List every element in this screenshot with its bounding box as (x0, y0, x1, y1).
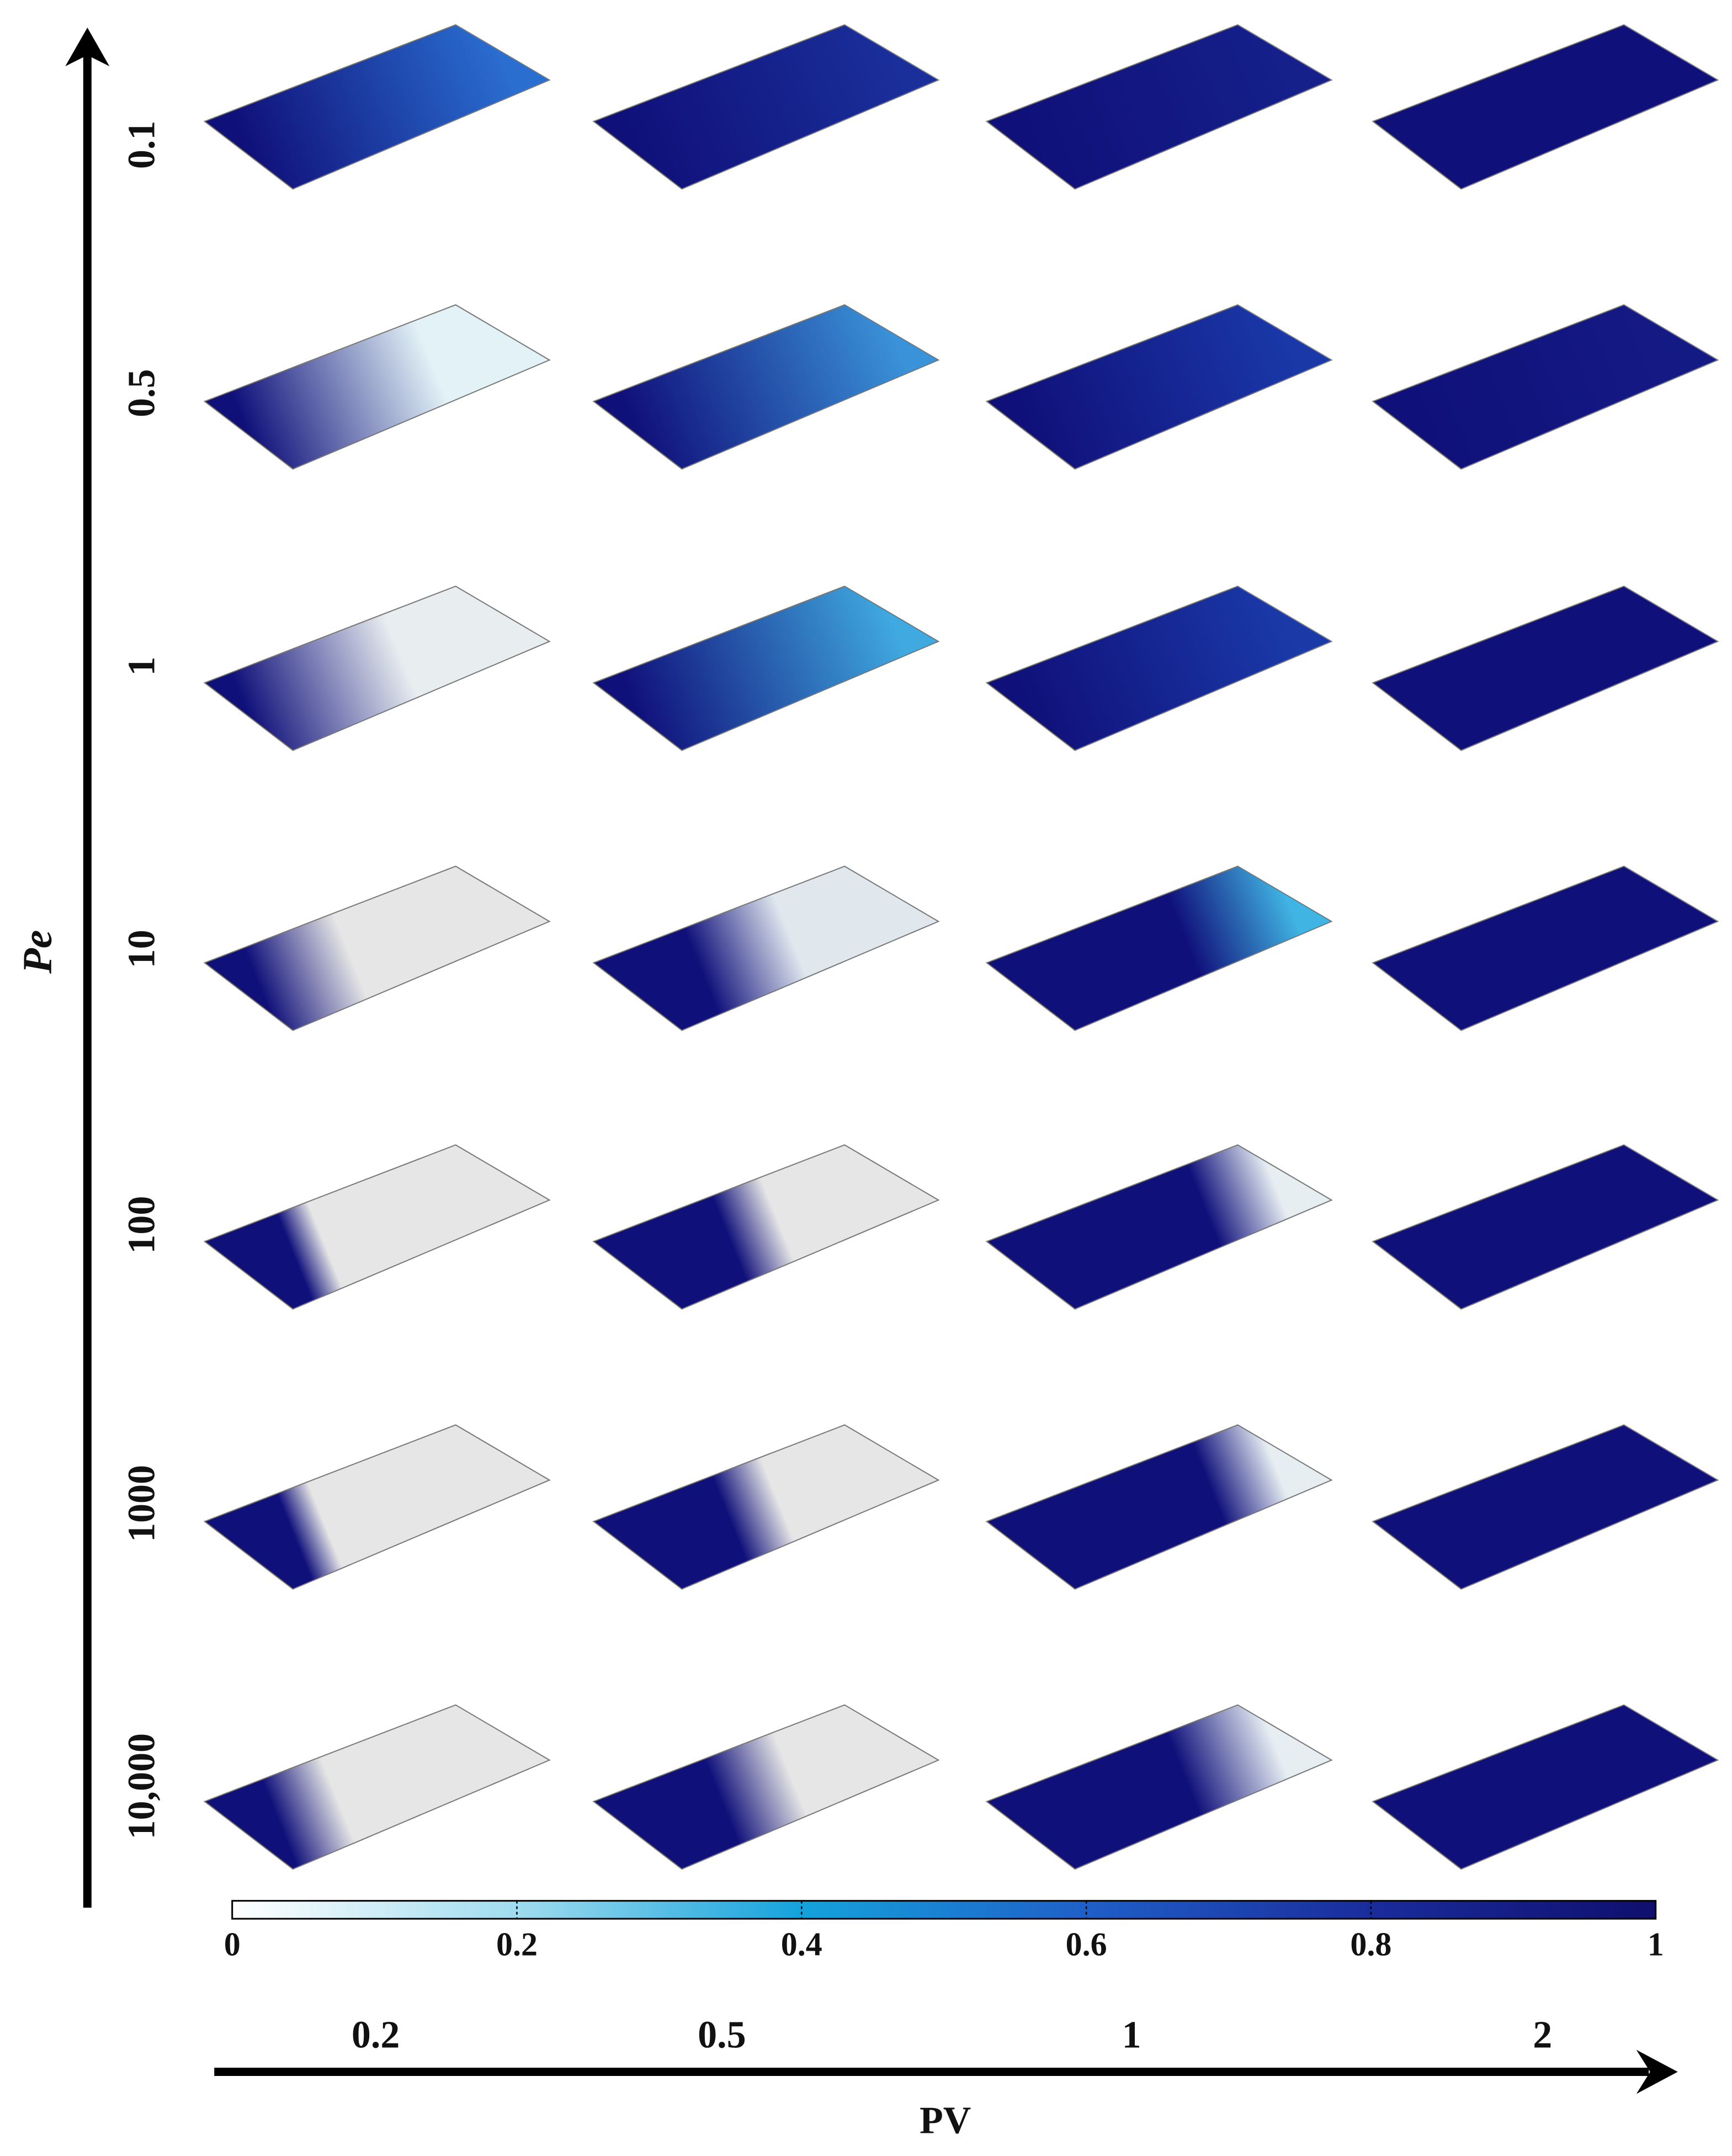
surface-tile (985, 24, 1333, 190)
colorbar-tick-label: 0.2 (496, 1926, 538, 1962)
colorbar-tick-label: 0 (224, 1926, 241, 1962)
colorbar-tick-label: 0.6 (1066, 1926, 1107, 1962)
surface-tile (203, 865, 551, 1031)
surface-tile (1372, 1144, 1719, 1310)
surface-tile (592, 1704, 940, 1870)
surface-tile (985, 1424, 1333, 1590)
surface-tile (1372, 1424, 1719, 1590)
surface-tile (203, 24, 551, 190)
x-axis-arrow (214, 2049, 1678, 2094)
surface-tile (592, 24, 940, 190)
colorbar-tick-label: 0.8 (1350, 1926, 1391, 1962)
row-label: 0.5 (120, 369, 163, 417)
surface-tile (592, 1424, 940, 1590)
surface-tile (1372, 1704, 1719, 1870)
surface-tile (1372, 304, 1719, 470)
column-label: 2 (1533, 2014, 1552, 2057)
surface-tile (592, 585, 940, 751)
surface-tile (203, 1424, 551, 1590)
surface-tile (985, 585, 1333, 751)
row-label: 100 (120, 1196, 163, 1254)
y-axis-arrow (65, 27, 110, 1908)
x-axis-label: PV (920, 2100, 971, 2142)
colorbar (231, 1900, 1657, 1920)
surface-tile (592, 865, 940, 1031)
column-label: 0.5 (698, 2014, 746, 2057)
surface-tile (1372, 24, 1719, 190)
surface-tile (985, 1704, 1333, 1870)
colorbar-tick-label: 0.4 (781, 1926, 822, 1962)
surface-tile (1372, 585, 1719, 751)
surface-tile (985, 304, 1333, 470)
colorbar-tick-label: 1 (1648, 1926, 1664, 1962)
surface-tile (203, 1704, 551, 1870)
row-label: 0.1 (120, 121, 163, 169)
surface-tile (203, 1144, 551, 1310)
surface-tile (985, 865, 1333, 1031)
y-axis-label: Pe (15, 930, 61, 974)
surface-tile (985, 1144, 1333, 1310)
row-label: 10,000 (120, 1733, 163, 1839)
surface-tile (203, 585, 551, 751)
surface-tile (203, 304, 551, 470)
surface-tile (592, 1144, 940, 1310)
column-label: 1 (1122, 2014, 1141, 2057)
row-label: 1 (120, 657, 163, 676)
row-label: 1000 (120, 1465, 163, 1542)
column-label: 0.2 (352, 2014, 400, 2057)
surface-tile (1372, 865, 1719, 1031)
surface-tile (592, 304, 940, 470)
row-label: 10 (120, 930, 163, 968)
